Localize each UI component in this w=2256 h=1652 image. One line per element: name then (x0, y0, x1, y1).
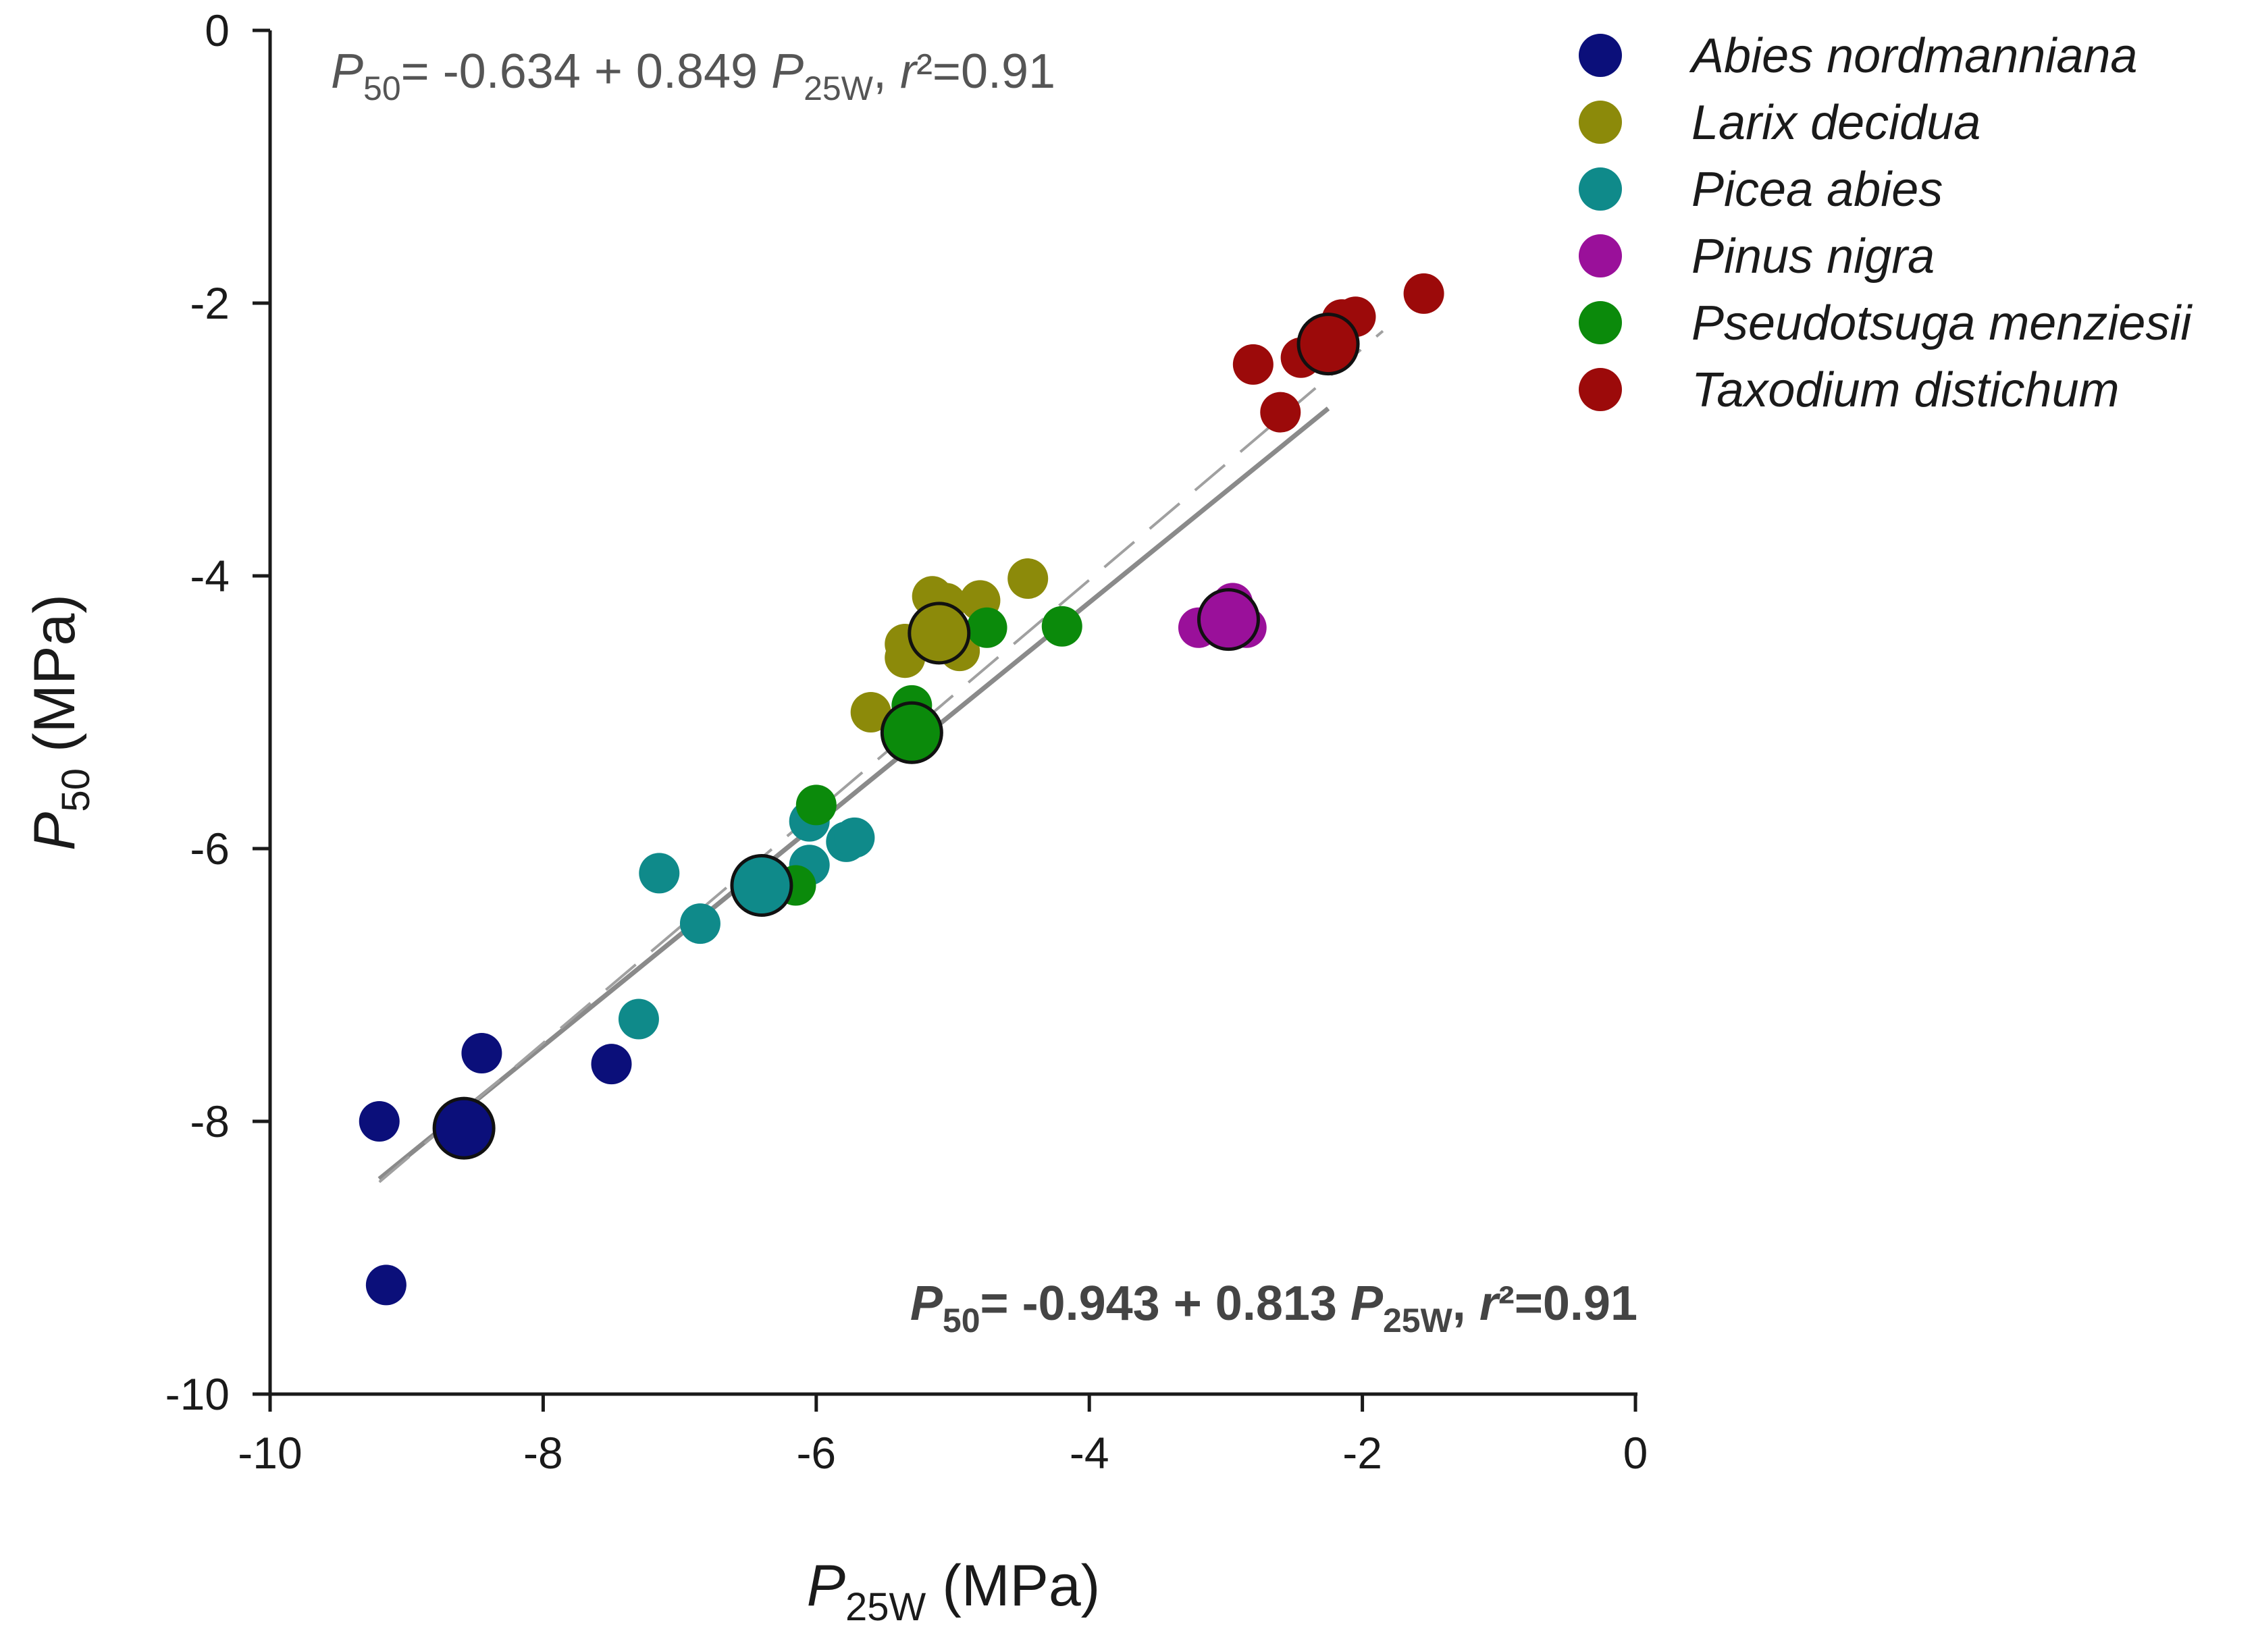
y-tick-label: 0 (205, 5, 230, 55)
legend-marker (1579, 234, 1622, 277)
regression-lines (377, 329, 1384, 1183)
x-tick-label: -6 (796, 1428, 836, 1478)
x-tick-label: -10 (238, 1428, 302, 1478)
legend: Abies nordmanniana Larix decidua Picea abi… (1579, 29, 2193, 417)
regression-line-solid (377, 406, 1330, 1181)
y-tick-label: -10 (165, 1369, 230, 1419)
legend-label: Larix decidua (1691, 96, 1980, 150)
y-tick-label: -6 (190, 824, 230, 874)
data-point (966, 607, 1007, 648)
legend-marker (1579, 368, 1622, 411)
data-point (1403, 273, 1444, 314)
x-tick-label: -8 (523, 1428, 563, 1478)
data-point (679, 903, 720, 944)
species-mean-point (908, 602, 971, 665)
data-points (359, 273, 1444, 1306)
x-tick-label: -4 (1070, 1428, 1109, 1478)
data-point (1232, 344, 1274, 385)
equation-all-individuals: P50= -0.943 + 0.813 P25W, r²=0.91 (910, 1277, 1637, 1339)
data-point (461, 1033, 502, 1073)
legend-label: Taxodium distichum (1691, 363, 2120, 417)
species-mean-point (880, 701, 943, 764)
data-point (591, 1044, 632, 1085)
y-axis-title: P50 (MPa) (22, 594, 98, 851)
regression-line-dashed (378, 329, 1384, 1183)
data-point (365, 1264, 406, 1306)
species-mean-point (1296, 313, 1360, 376)
x-axis-title: P25W (MPa) (807, 1553, 1101, 1629)
legend-label: Abies nordmanniana (1689, 29, 2137, 83)
x-tick-label: 0 (1623, 1428, 1648, 1478)
data-point (834, 817, 875, 858)
legend-marker (1579, 34, 1622, 77)
y-tick-label: -8 (190, 1096, 230, 1146)
species-mean-point (730, 854, 793, 917)
data-point (1007, 558, 1049, 599)
species-mean-point (432, 1096, 496, 1160)
equation-species-means: P50= -0.634 + 0.849 P25W, r²=0.91 (331, 45, 1055, 107)
legend-marker (1579, 301, 1622, 344)
legend-marker (1579, 167, 1622, 211)
legend-label: Pseudotsuga menziesii (1691, 296, 2193, 350)
data-point (795, 784, 837, 826)
data-point (639, 853, 680, 894)
x-tick-label: -2 (1342, 1428, 1382, 1478)
axis-ticks: -10 -8 -6 -4 -2 0 0 -2 -4 -6 -8 -10 (165, 5, 1648, 1478)
legend-label: Picea abies (1691, 163, 1943, 217)
y-tick-label: -2 (190, 278, 230, 328)
y-tick-label: -4 (190, 551, 230, 601)
legend-label: Pinus nigra (1691, 230, 1935, 284)
data-point (359, 1101, 400, 1142)
species-mean-point (1197, 588, 1260, 651)
data-point (850, 692, 891, 732)
legend-marker (1579, 101, 1622, 144)
data-point (1260, 392, 1301, 433)
axes (268, 30, 1637, 1396)
data-point (1041, 606, 1082, 647)
data-point (618, 998, 659, 1040)
